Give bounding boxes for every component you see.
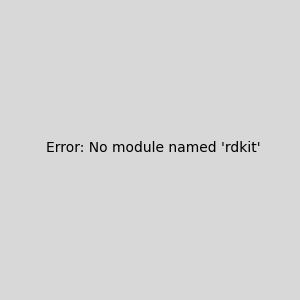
Text: Error: No module named 'rdkit': Error: No module named 'rdkit' [46,140,261,154]
